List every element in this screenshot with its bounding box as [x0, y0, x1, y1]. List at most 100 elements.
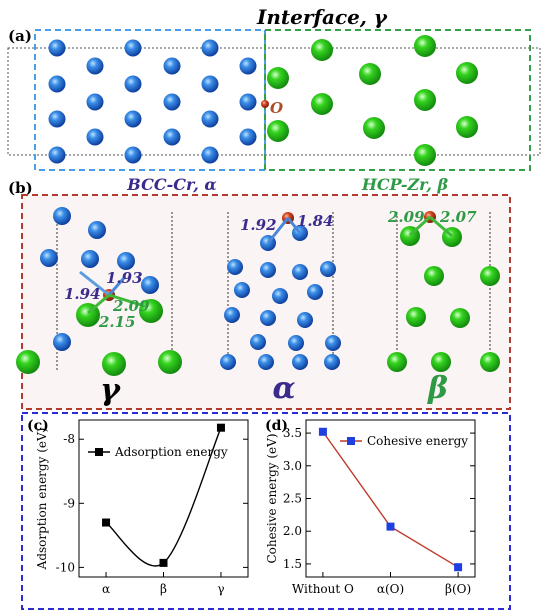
y-axis-label: Adsorption energy (eV)	[35, 428, 49, 571]
legend-label: Cohesive energy	[367, 434, 468, 448]
zr-atom	[16, 350, 40, 374]
x-tick-label: α(O)	[377, 582, 404, 596]
panel-a-label: (a)	[8, 27, 32, 45]
zr-atom	[456, 62, 478, 84]
zr-atom	[387, 352, 407, 372]
alpha-bond-2: 1.84	[297, 212, 334, 230]
y-axis-label: Cohesive energy (eV)	[265, 433, 279, 563]
cr-atom	[48, 39, 66, 57]
gamma-site-bonds	[79, 270, 142, 315]
figure-title: Interface, γ	[256, 5, 388, 29]
legend-marker	[95, 448, 103, 456]
cr-atom	[292, 264, 308, 280]
y-tick-label: -8	[63, 432, 75, 446]
zr-atom	[267, 120, 289, 142]
beta-site-bonds	[408, 215, 453, 238]
panel-d-label: (d)	[265, 418, 288, 434]
data-point	[318, 427, 327, 436]
zr-atom	[424, 266, 444, 286]
cr-atom	[325, 335, 341, 351]
beta-bond-2: 2.07	[439, 208, 477, 226]
zr-atom	[158, 350, 182, 374]
data-point	[386, 522, 395, 531]
y-tick-label: 3.5	[283, 426, 302, 440]
bcc-cr-label: BCC-Cr, α	[126, 175, 216, 194]
cr-atom	[201, 146, 219, 164]
x-tick-label: α	[102, 582, 110, 596]
cr-atom	[53, 207, 71, 225]
energy-charts-box	[21, 412, 511, 610]
x-tick-label: β(O)	[445, 582, 471, 596]
hcp-zr-label: HCP-Zr, β	[361, 175, 449, 194]
zr-atom	[102, 352, 126, 376]
cr-atom	[86, 128, 104, 146]
alpha-site-label: α	[272, 371, 295, 406]
cr-atom	[124, 110, 142, 128]
cr-atom	[48, 75, 66, 93]
data-point	[454, 563, 463, 572]
data-point	[159, 558, 168, 567]
gamma-bond-1: 1.93	[106, 269, 143, 287]
cr-atom	[260, 310, 276, 326]
cr-atom	[234, 282, 250, 298]
zr-atom	[363, 117, 385, 139]
gamma-bond-4: 2.15	[98, 313, 136, 331]
cr-atom	[297, 312, 313, 328]
data-point	[216, 423, 225, 432]
oxygen-atom	[261, 100, 269, 108]
panel-c-label: (c)	[27, 418, 49, 434]
cr-atom	[40, 249, 58, 267]
oxygen-label: O	[270, 99, 283, 117]
hcp-zr-region-box	[264, 29, 531, 171]
legend-label: Adsorption energy	[114, 445, 228, 459]
zr-atom	[414, 144, 436, 166]
plot-frame	[78, 419, 249, 578]
cr-atom	[81, 250, 99, 268]
panel-a-atoms	[48, 35, 478, 166]
cr-atom	[53, 333, 71, 351]
zr-atom	[139, 299, 163, 323]
cr-atom	[272, 288, 288, 304]
supercell-outline	[7, 47, 541, 156]
y-tick-label: 2.0	[283, 524, 302, 538]
zr-atom	[456, 116, 478, 138]
cr-atom	[201, 39, 219, 57]
gamma-bond-2: 1.94	[64, 285, 101, 303]
cr-atom	[86, 57, 104, 75]
zr-atom	[414, 89, 436, 111]
cr-atom	[163, 93, 181, 111]
cr-atom	[307, 284, 323, 300]
cr-atom	[48, 110, 66, 128]
x-tick-label: Without O	[292, 582, 354, 596]
cr-atom	[239, 93, 257, 111]
cr-atom	[227, 259, 243, 275]
cr-atom	[163, 128, 181, 146]
cr-atom	[288, 335, 304, 351]
series-line	[322, 431, 459, 568]
cr-atom	[292, 354, 308, 370]
adsorption-energy-chart: -10 -9 -8 α β γ Adsorption energy (eV) Adsorpti…	[35, 419, 249, 596]
cr-atom	[239, 128, 257, 146]
y-tick-label: 1.5	[283, 557, 302, 571]
zr-atom	[414, 35, 436, 57]
y-tick-label: -9	[63, 496, 75, 510]
cr-atom	[250, 334, 266, 350]
bcc-cr-region-box	[34, 29, 266, 171]
cr-atom	[141, 276, 159, 294]
zr-atom	[267, 67, 289, 89]
cr-atom	[124, 146, 142, 164]
zr-atom	[359, 63, 381, 85]
cr-atom	[239, 57, 257, 75]
zr-atom	[480, 352, 500, 372]
panel-b-label: (b)	[8, 179, 33, 197]
cr-atom	[124, 75, 142, 93]
alpha-site-bonds	[266, 217, 302, 244]
y-tick-label: 3.0	[283, 459, 302, 473]
cr-atom	[320, 261, 336, 277]
cr-atom	[201, 75, 219, 93]
zr-atom	[406, 307, 426, 327]
legend-marker	[347, 437, 355, 445]
cr-atom	[258, 354, 274, 370]
zr-atom	[311, 39, 333, 61]
cr-atom	[88, 221, 106, 239]
